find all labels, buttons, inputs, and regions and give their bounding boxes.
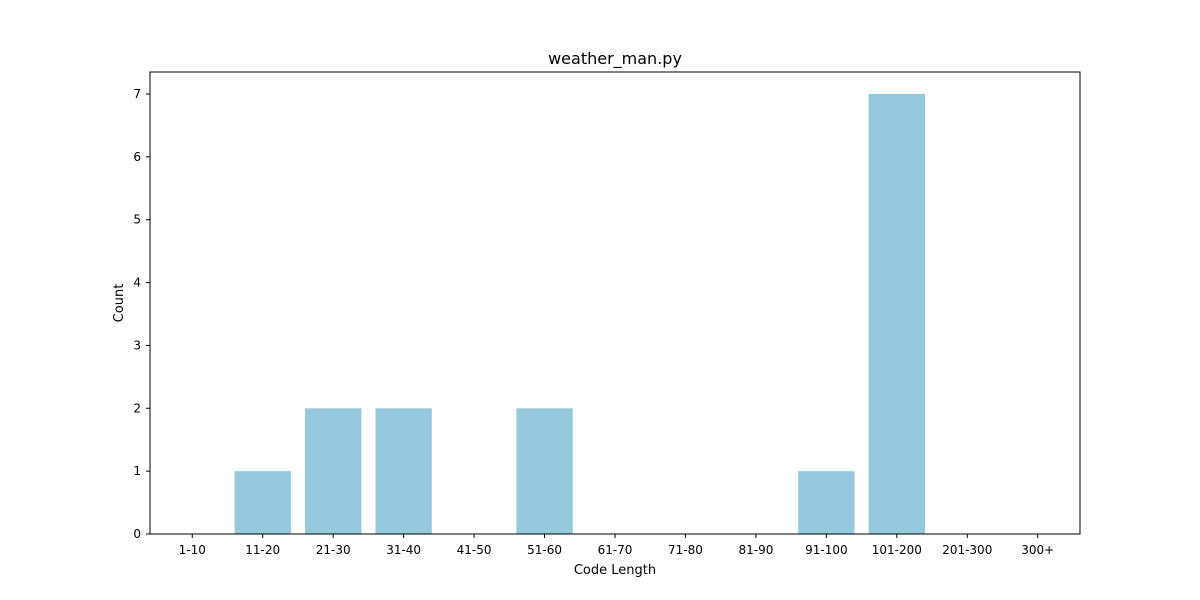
x-tick-label: 1-10 <box>179 543 206 557</box>
x-tick-label: 300+ <box>1021 543 1054 557</box>
bar-11-20 <box>234 471 291 534</box>
bar-21-30 <box>305 408 362 534</box>
y-tick-label: 7 <box>133 87 141 101</box>
x-tick-label: 91-100 <box>805 543 848 557</box>
bar-51-60 <box>516 408 573 534</box>
bar-91-100 <box>798 471 855 534</box>
x-tick-label: 41-50 <box>457 543 492 557</box>
y-axis-ticks: 0 1 2 3 4 5 6 7 <box>133 87 150 541</box>
x-tick-label: 201-300 <box>942 543 992 557</box>
plot-frame <box>149 71 1081 535</box>
chart-title: weather_man.py <box>548 49 682 69</box>
x-tick-label: 31-40 <box>386 543 421 557</box>
x-tick-label: 11-20 <box>245 543 280 557</box>
x-tick-label: 101-200 <box>872 543 922 557</box>
x-axis-ticks: 1-10 11-20 21-30 31-40 41-50 51-60 61-70 71-80 8… <box>179 534 1054 557</box>
x-tick-label: 61-70 <box>598 543 633 557</box>
x-tick-label: 81-90 <box>738 543 773 557</box>
x-tick-label: 51-60 <box>527 543 562 557</box>
bar-101-200 <box>868 94 925 534</box>
y-axis-label: Count <box>112 284 127 323</box>
y-tick-label: 0 <box>133 527 141 541</box>
y-tick-label: 4 <box>133 276 141 290</box>
x-tick-label: 21-30 <box>316 543 351 557</box>
x-axis-label: Code Length <box>574 563 656 578</box>
bars-group <box>234 94 925 534</box>
y-tick-label: 2 <box>133 401 141 415</box>
y-tick-label: 5 <box>133 213 141 227</box>
x-tick-label: 71-80 <box>668 543 703 557</box>
y-tick-label: 1 <box>133 464 141 478</box>
y-tick-label: 6 <box>133 150 141 164</box>
y-tick-label: 3 <box>133 338 141 352</box>
bar-31-40 <box>375 408 432 534</box>
